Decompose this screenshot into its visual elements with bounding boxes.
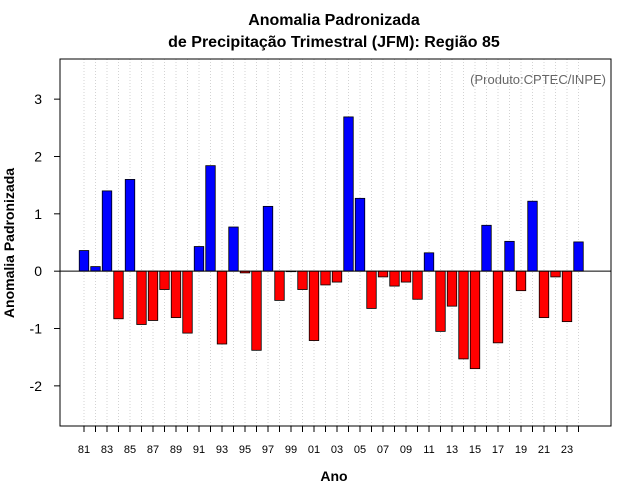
y-tick-label: 2	[34, 148, 42, 164]
bar-2009	[400, 270, 412, 283]
x-tick-label: 93	[216, 444, 228, 456]
chart-subtitle: de Precipitação Trimestral (JFM): Região…	[168, 34, 500, 51]
bar-1985	[124, 179, 136, 272]
bar-2011	[423, 252, 435, 272]
x-tick-label: 97	[262, 444, 274, 456]
bar-2018	[504, 240, 515, 272]
bars-group	[78, 116, 584, 370]
bar-1982	[90, 266, 101, 272]
bar-1984	[113, 270, 124, 320]
bar-2020	[527, 200, 538, 272]
bar-2021	[538, 270, 550, 319]
bar-2017	[492, 270, 504, 344]
x-tick-label: 03	[331, 444, 343, 456]
bar-1997	[262, 205, 274, 272]
x-tick-label: 09	[400, 444, 412, 456]
chart-title: Anomalia Padronizada	[248, 12, 420, 29]
x-tick-label: 19	[515, 444, 527, 456]
x-axis: 81 83 85 87 89 91 93 95 97 99 01 03 05 07 09 11 13 15 17 19…	[78, 426, 579, 456]
x-tick-label: 15	[469, 444, 481, 456]
x-tick-label: 21	[538, 444, 550, 456]
x-tick-label: 83	[101, 444, 113, 456]
bar-1981	[78, 250, 90, 272]
bar-1983	[101, 190, 113, 272]
bar-2007	[377, 270, 389, 278]
bar-1996	[251, 270, 262, 351]
bar-2022	[550, 270, 561, 278]
bar-1992	[205, 165, 216, 272]
bar-2023	[561, 270, 573, 323]
product-credit: (Produto:CPTEC/INPE)	[470, 72, 606, 87]
bar-2001	[308, 270, 320, 341]
bar-2005	[354, 197, 366, 272]
plot-frame	[59, 58, 612, 427]
y-tick-label: 1	[34, 206, 42, 222]
bar-2012	[435, 270, 446, 332]
y-tick-label: 3	[34, 91, 42, 107]
y-axis-label: Anomalia Padronizada	[1, 168, 17, 318]
bar-2000	[297, 270, 308, 290]
x-tick-label: 11	[423, 444, 434, 456]
bar-1987	[147, 270, 159, 321]
bar-2004	[343, 116, 354, 272]
x-axis-label: Ano	[320, 468, 347, 484]
x-tick-label: 91	[193, 444, 205, 456]
bar-1988	[159, 270, 170, 290]
x-tick-label: 89	[170, 444, 182, 456]
y-tick-label: 0	[34, 263, 42, 279]
bar-2006	[366, 270, 377, 309]
vertical-grid-lines	[83, 59, 579, 426]
bar-2008	[389, 270, 400, 287]
bar-2003	[331, 270, 343, 283]
bar-1994	[228, 226, 239, 272]
x-tick-label: 05	[354, 444, 366, 456]
y-axis: -2 -1 0 1 2 3	[30, 91, 60, 394]
x-tick-label: 99	[285, 444, 297, 456]
bar-2013	[446, 270, 458, 307]
x-tick-label: 95	[239, 444, 251, 456]
y-tick-label: -2	[30, 378, 43, 394]
bar-2015	[469, 270, 481, 370]
bar-2016	[481, 224, 492, 272]
x-tick-label: 23	[561, 444, 573, 456]
x-tick-label: 81	[78, 444, 90, 456]
bar-1993	[216, 270, 228, 345]
x-tick-label: 01	[308, 444, 320, 456]
x-tick-label: 07	[377, 444, 389, 456]
x-tick-label: 17	[492, 444, 504, 456]
x-tick-label: 85	[124, 444, 136, 456]
bar-2019	[515, 270, 527, 292]
bar-2010	[412, 270, 423, 300]
bar-1989	[170, 270, 182, 319]
x-tick-label: 13	[446, 444, 458, 456]
bar-2002	[320, 270, 331, 286]
y-tick-label: -1	[30, 321, 43, 337]
bar-1986	[136, 270, 147, 325]
bar-1998	[274, 270, 285, 301]
x-tick-label: 87	[147, 444, 159, 456]
bar-1990	[182, 270, 193, 334]
bar-2014	[458, 270, 469, 360]
bar-2024	[573, 241, 584, 272]
bar-1991	[193, 246, 205, 272]
